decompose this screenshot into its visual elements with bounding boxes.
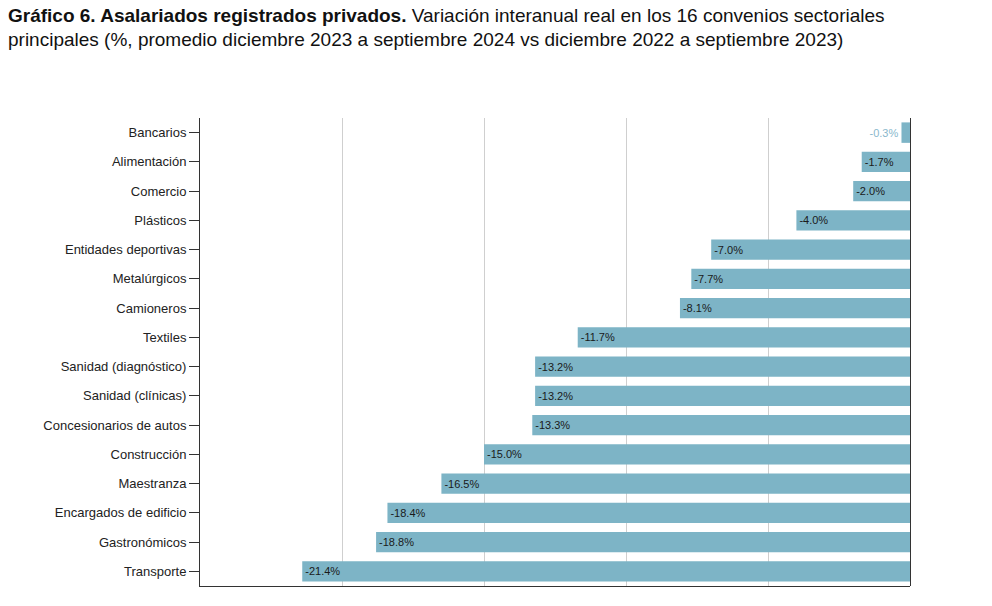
- svg-text:-13.2%: -13.2%: [538, 390, 573, 402]
- svg-text:Gastronómicos: Gastronómicos: [99, 535, 187, 550]
- svg-text:-4.0%: -4.0%: [799, 214, 828, 226]
- svg-text:Transporte: Transporte: [124, 564, 186, 579]
- svg-text:-21.4%: -21.4%: [305, 565, 340, 577]
- svg-text:-0.3%: -0.3%: [870, 127, 899, 139]
- svg-text:Bancarios: Bancarios: [129, 125, 187, 140]
- svg-text:Concesionarios de autos: Concesionarios de autos: [43, 418, 187, 433]
- svg-text:Entidades deportivas: Entidades deportivas: [65, 242, 187, 257]
- svg-text:-16.5%: -16.5%: [444, 478, 479, 490]
- svg-text:-15.0%: -15.0%: [487, 448, 522, 460]
- html-text:Gráfico 6. Asalariados registr: Gráfico 6. Asalariados registrados priva…: [8, 5, 885, 50]
- svg-text:-18.4%: -18.4%: [390, 507, 425, 519]
- svg-text:Construcción: Construcción: [111, 447, 187, 462]
- svg-text:Textiles: Textiles: [143, 330, 187, 345]
- svg-text:Plásticos: Plásticos: [134, 213, 187, 228]
- svg-text:Alimentación: Alimentación: [112, 154, 186, 169]
- svg-text:-13.2%: -13.2%: [538, 361, 573, 373]
- svg-text:-2.0%: -2.0%: [856, 185, 885, 197]
- svg-text:-18.8%: -18.8%: [379, 536, 414, 548]
- svg-text:Metalúrgicos: Metalúrgicos: [113, 271, 187, 286]
- svg-text:Comercio: Comercio: [131, 184, 187, 199]
- svg-text:Camioneros: Camioneros: [116, 301, 187, 316]
- svg-text:-7.7%: -7.7%: [694, 273, 723, 285]
- svg-text:-11.7%: -11.7%: [581, 331, 615, 343]
- svg-text:Maestranza: Maestranza: [118, 476, 187, 491]
- svg-text:Encargados de edificio: Encargados de edificio: [55, 505, 187, 520]
- svg-text:-7.0%: -7.0%: [714, 244, 743, 256]
- svg-text:-13.3%: -13.3%: [535, 419, 570, 431]
- svg-text:Sanidad (clínicas): Sanidad (clínicas): [83, 388, 186, 403]
- svg-text:-1.7%: -1.7%: [865, 156, 894, 168]
- svg-text:Sanidad (diagnóstico): Sanidad (diagnóstico): [61, 359, 187, 374]
- svg-text:-8.1%: -8.1%: [683, 302, 712, 314]
